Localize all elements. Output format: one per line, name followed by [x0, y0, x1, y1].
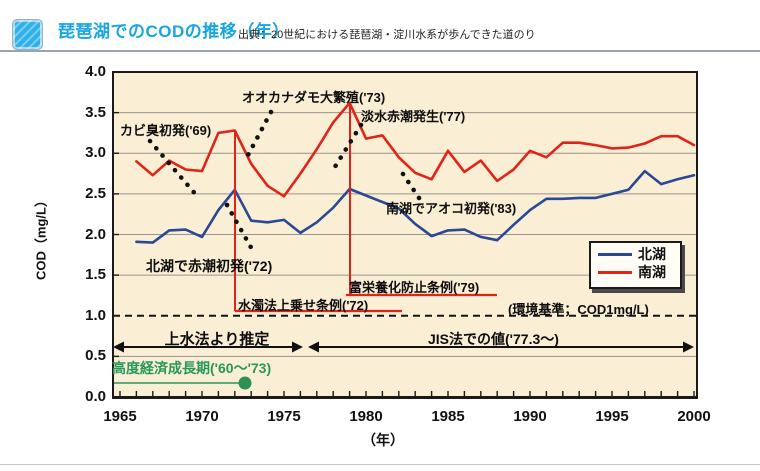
arrow-jis-left-head: [308, 341, 319, 353]
annotation-kabi-odor: カビ臭初発('69): [120, 123, 212, 138]
arrow-josui-left-head: [113, 341, 124, 353]
annotation-red-tide-north-lake: 北湖で赤潮初発('72): [146, 258, 273, 274]
arrow-jis-right-head: [683, 341, 694, 353]
growth-period-end-dot: [238, 376, 252, 390]
pointer-kabi-dotted-line: [147, 138, 200, 199]
legend-item-north-lake: 北湖: [591, 245, 680, 263]
annotation-eutrophication-ordinance-79: 富栄養化防止条例('79): [349, 280, 480, 295]
page-title: 琵琶湖でのCODの推移（年）: [58, 22, 290, 41]
period-label-waterworks-method: 上水法より推定: [164, 331, 270, 348]
x-tick-label: 1980: [349, 408, 383, 425]
legend-label-south-lake: 南湖: [638, 264, 666, 280]
period-label-high-growth-era: 高度経済成長期('60～'73): [112, 360, 272, 376]
y-tick-label: 2.5: [85, 184, 106, 202]
y-tick-label: 0.5: [85, 347, 106, 365]
y-tick-label: 2.0: [85, 225, 106, 243]
title-bullet-icon: [12, 19, 43, 50]
pointer-aoko-dotted-line: [398, 168, 422, 201]
cod-trend-chart: COD（mg/L） （年） 4.0 3.5 3.0 2.5 2.0 1.5 1.0 0.5 0.…: [0, 55, 760, 465]
x-tick-label: 1985: [431, 408, 465, 425]
environmental-standard-label: (環境基準；COD1mg/L): [508, 302, 649, 317]
annotation-aoko-south-lake: 南湖でアオコ初発('83): [386, 201, 517, 216]
x-tick-label: 1995: [595, 408, 629, 425]
header: 琵琶湖でのCODの推移（年） 出典：20世紀における琵琶湖・淀川水系が歩んできた…: [0, 0, 760, 51]
x-tick-label: 1965: [103, 408, 137, 425]
y-tick-label: 1.5: [85, 266, 106, 284]
x-tick-label: 2000: [677, 408, 711, 425]
bottom-divider: [0, 464, 760, 465]
pointer-hokko-akashio-dotted-line: [224, 202, 256, 254]
annotation-water-pollution-ordinance-72: 水濁法上乗せ条例('72): [238, 298, 369, 313]
north-lake-line-swatch: [598, 252, 632, 256]
annotation-ookanadamo-bloom: オオカナダモ大繁殖('73): [242, 90, 386, 105]
source-note: 出典：20世紀における琵琶湖・淀川水系が歩んできた道のり: [238, 29, 536, 41]
x-tick-label: 1990: [513, 408, 547, 425]
y-tick-label: 1.0: [85, 306, 106, 324]
x-tick-label: 1970: [185, 408, 219, 425]
x-tick-label: 1975: [267, 408, 301, 425]
x-axis-label: （年）: [362, 432, 404, 448]
annotation-freshwater-red-tide: 淡水赤潮発生('77): [361, 109, 466, 124]
pointer-tansui-dotted-line: [330, 122, 364, 173]
header-divider: [0, 50, 760, 52]
y-tick-label: 3.0: [85, 144, 106, 162]
legend-item-south-lake: 南湖: [591, 263, 680, 281]
series-line-north-lake: [135, 169, 696, 244]
period-label-jis-method: JIS法での値('77.3～): [428, 331, 559, 347]
y-tick-label: 0.0: [85, 388, 106, 405]
pointer-ookanadamo-dotted-line: [244, 109, 274, 160]
arrow-josui-right-head: [292, 341, 303, 353]
plot-canvas: [112, 71, 698, 399]
legend: 北湖 南湖: [589, 241, 682, 289]
south-lake-line-swatch: [598, 270, 632, 274]
y-tick-label: 4.0: [85, 63, 106, 80]
y-axis-label: COD（mg/L）: [33, 194, 49, 280]
legend-label-north-lake: 北湖: [638, 246, 666, 262]
y-tick-label: 3.5: [85, 103, 106, 121]
series-line-south-lake: [135, 101, 696, 198]
